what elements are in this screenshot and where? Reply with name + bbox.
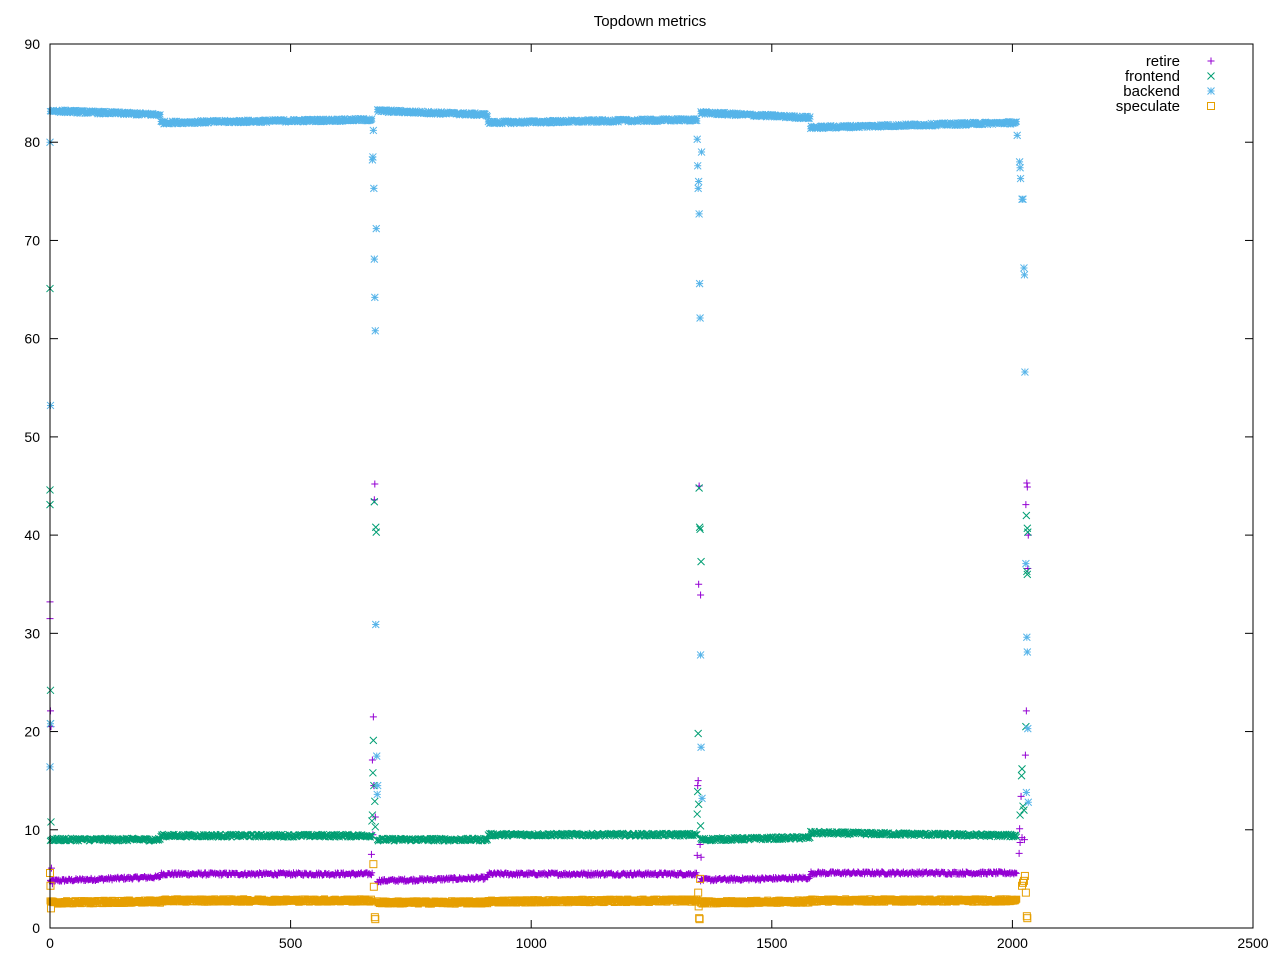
data-point-retire <box>1023 483 1031 491</box>
data-point-backend <box>1016 174 1025 183</box>
data-point-backend <box>157 111 164 118</box>
data-point-backend <box>369 126 378 135</box>
data-point-backend <box>1023 724 1032 733</box>
data-point-backend <box>371 620 380 629</box>
data-point-backend <box>373 790 382 799</box>
data-point-backend <box>1016 163 1024 172</box>
data-point-backend <box>1013 131 1022 140</box>
data-point-retire <box>377 879 384 886</box>
data-point-backend <box>1024 798 1033 807</box>
data-point-retire <box>47 864 55 872</box>
data-point-backend <box>694 184 703 193</box>
data-point-retire <box>695 580 703 588</box>
data-point-retire <box>1017 792 1025 800</box>
data-point-retire <box>1016 825 1024 833</box>
data-point-backend <box>698 794 706 803</box>
data-point-backend <box>697 743 705 752</box>
data-point-backend <box>372 752 381 760</box>
data-point-backend <box>693 135 702 144</box>
data-point-retire <box>697 853 705 861</box>
data-point-frontend <box>261 833 269 841</box>
series-backend <box>46 106 1033 807</box>
data-point-frontend <box>693 810 702 818</box>
data-point-backend <box>1023 648 1032 656</box>
data-point-backend <box>693 117 701 125</box>
data-point-retire <box>371 813 379 821</box>
data-point-backend <box>1022 788 1031 797</box>
data-point-frontend <box>368 832 375 839</box>
data-point-frontend <box>1017 771 1026 780</box>
data-point-backend <box>370 293 379 302</box>
data-point-retire <box>369 869 376 876</box>
data-point-backend <box>1019 195 1027 204</box>
data-point-backend <box>695 279 704 288</box>
data-point-retire <box>367 850 375 858</box>
data-point-frontend <box>697 557 705 566</box>
data-point-frontend <box>369 736 378 745</box>
data-point-retire <box>654 872 661 879</box>
data-point-backend <box>1021 368 1029 376</box>
data-point-backend <box>696 651 705 659</box>
data-point-retire <box>369 713 377 721</box>
data-point-frontend <box>173 831 180 839</box>
data-point-frontend <box>696 821 705 830</box>
data-point-retire <box>368 756 376 764</box>
data-point-retire <box>367 871 374 878</box>
data-point-frontend <box>302 830 310 838</box>
data-point-frontend <box>1016 811 1024 819</box>
data-point-backend <box>370 255 379 263</box>
data-point-retire <box>697 591 705 599</box>
data-point-frontend <box>1022 511 1031 520</box>
data-point-frontend <box>1018 765 1026 773</box>
plot-data-layer <box>46 106 1033 924</box>
data-point-backend <box>1020 264 1028 272</box>
data-point-retire <box>693 869 700 876</box>
data-point-frontend <box>95 835 102 843</box>
data-point-backend <box>369 153 377 161</box>
data-point-frontend <box>370 797 379 806</box>
data-point-retire <box>694 782 702 790</box>
series-retire <box>46 479 1032 888</box>
data-point-backend <box>695 210 703 218</box>
data-point-frontend <box>366 832 374 840</box>
data-point-backend <box>696 314 704 322</box>
data-point-retire <box>371 480 379 488</box>
data-point-frontend <box>372 528 381 537</box>
data-point-frontend <box>482 837 490 845</box>
data-point-retire <box>1022 707 1030 715</box>
data-point-frontend <box>537 830 545 838</box>
data-point-backend <box>373 781 382 790</box>
data-point-retire <box>1013 870 1020 877</box>
data-point-retire <box>1020 836 1028 844</box>
data-point-retire <box>693 851 701 859</box>
data-point-frontend <box>427 835 434 842</box>
data-point-backend <box>1013 118 1021 125</box>
data-point-backend <box>371 326 380 335</box>
data-point-frontend <box>47 818 55 826</box>
data-point-frontend <box>398 835 406 842</box>
series-frontend <box>46 284 1032 845</box>
data-point-frontend <box>369 768 377 777</box>
data-point-retire <box>1013 869 1020 876</box>
data-point-backend <box>697 148 706 156</box>
data-point-retire <box>1022 501 1030 509</box>
data-point-backend <box>368 115 376 122</box>
data-point-backend <box>693 161 702 170</box>
data-point-retire <box>1015 849 1023 857</box>
data-point-backend <box>1020 270 1029 279</box>
data-point-backend <box>372 224 381 233</box>
data-point-frontend <box>694 729 703 738</box>
data-point-backend <box>1022 633 1031 642</box>
data-point-retire <box>1021 751 1029 759</box>
data-point-backend <box>694 177 703 186</box>
data-point-retire <box>1016 839 1024 847</box>
data-point-backend <box>1022 559 1030 568</box>
data-point-backend <box>806 113 814 120</box>
data-point-backend <box>369 184 378 193</box>
